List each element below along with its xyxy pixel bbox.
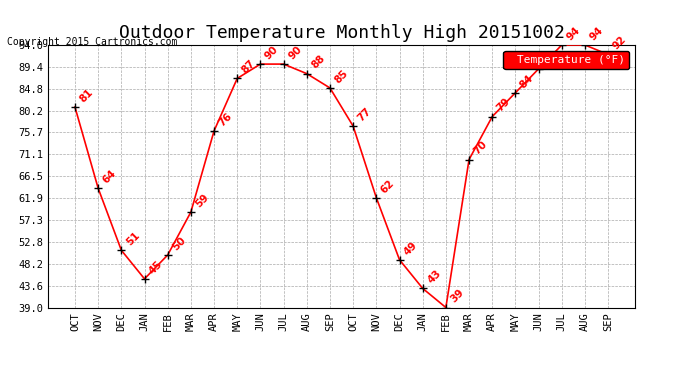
- Text: 88: 88: [310, 54, 327, 71]
- Text: 85: 85: [333, 68, 350, 85]
- Text: 45: 45: [147, 259, 165, 276]
- Text: 84: 84: [518, 72, 535, 90]
- Title: Outdoor Temperature Monthly High 20151002: Outdoor Temperature Monthly High 2015100…: [119, 24, 564, 42]
- Text: Copyright 2015 Cartronics.com: Copyright 2015 Cartronics.com: [7, 37, 177, 47]
- Text: 70: 70: [472, 140, 489, 157]
- Text: 59: 59: [194, 192, 211, 209]
- Text: 76: 76: [217, 111, 234, 128]
- Text: 81: 81: [78, 87, 95, 104]
- Text: 64: 64: [101, 168, 118, 185]
- Text: 87: 87: [240, 58, 257, 76]
- Text: 90: 90: [286, 44, 304, 62]
- Text: 94: 94: [564, 25, 582, 42]
- Text: 90: 90: [263, 44, 280, 62]
- Text: 77: 77: [356, 106, 373, 123]
- Text: 79: 79: [495, 96, 513, 114]
- Text: 89: 89: [542, 49, 559, 66]
- Legend: Temperature (°F): Temperature (°F): [504, 51, 629, 69]
- Text: 92: 92: [611, 34, 628, 52]
- Text: 94: 94: [588, 25, 605, 42]
- Text: 50: 50: [170, 235, 188, 252]
- Text: 62: 62: [379, 178, 397, 195]
- Text: 49: 49: [402, 240, 420, 257]
- Text: 51: 51: [124, 230, 141, 248]
- Text: 39: 39: [448, 288, 466, 305]
- Text: 43: 43: [426, 268, 443, 286]
